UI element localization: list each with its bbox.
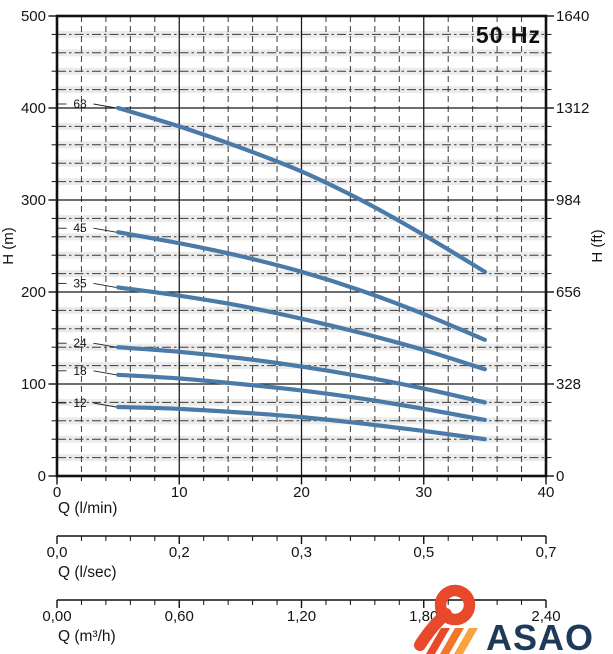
grid-minor <box>57 16 546 476</box>
curve-24 <box>116 345 487 405</box>
logo-swoosh-tail <box>414 608 452 651</box>
svg-text:24: 24 <box>73 336 87 350</box>
svg-text:500: 500 <box>21 8 46 25</box>
svg-text:0,3: 0,3 <box>291 544 312 561</box>
svg-text:40: 40 <box>538 484 555 501</box>
svg-text:200: 200 <box>21 284 46 301</box>
svg-text:20: 20 <box>293 484 310 501</box>
svg-text:0,2: 0,2 <box>169 544 190 561</box>
axes-and-ticks <box>48 14 554 485</box>
svg-text:1312: 1312 <box>556 100 589 117</box>
svg-text:1,20: 1,20 <box>287 608 316 625</box>
logo-stripe-1 <box>426 628 450 654</box>
svg-text:656: 656 <box>556 284 581 301</box>
svg-text:0: 0 <box>38 468 46 485</box>
svg-text:68: 68 <box>73 97 87 111</box>
brand-logo: ASAO <box>406 582 594 654</box>
svg-text:400: 400 <box>21 100 46 117</box>
svg-text:Q (l/sec): Q (l/sec) <box>58 564 117 581</box>
svg-text:10: 10 <box>171 484 188 501</box>
curve-12 <box>116 404 487 442</box>
asao-logo-icon <box>414 584 478 654</box>
curve-stage-labels: 68 45 35 24 18 12 <box>58 97 117 410</box>
logo-stripe-2 <box>440 628 464 654</box>
svg-text:300: 300 <box>21 192 46 209</box>
curve-45 <box>116 230 487 342</box>
svg-text:1640: 1640 <box>556 8 589 25</box>
svg-text:0: 0 <box>53 484 61 501</box>
svg-text:0,60: 0,60 <box>165 608 194 625</box>
curve-35 <box>116 285 487 372</box>
secondary-axis-1 <box>56 535 547 544</box>
svg-text:0,5: 0,5 <box>413 544 434 561</box>
svg-text:H (m): H (m) <box>0 227 17 265</box>
svg-text:H (ft): H (ft) <box>589 229 606 262</box>
curve-18 <box>116 372 487 422</box>
svg-text:18: 18 <box>73 364 87 378</box>
svg-text:Q (l/min): Q (l/min) <box>58 500 117 517</box>
frequency-label: 50 Hz <box>475 22 541 48</box>
svg-text:984: 984 <box>556 192 581 209</box>
grid-major <box>57 16 546 476</box>
curve-68 <box>116 105 487 274</box>
svg-text:328: 328 <box>556 376 581 393</box>
logo-stripe-3 <box>454 628 478 654</box>
svg-text:2,40: 2,40 <box>531 608 560 625</box>
svg-text:35: 35 <box>73 276 87 290</box>
svg-text:30: 30 <box>415 484 432 501</box>
svg-text:0,00: 0,00 <box>42 608 71 625</box>
svg-text:45: 45 <box>73 221 87 235</box>
svg-text:100: 100 <box>21 376 46 393</box>
svg-text:0,0: 0,0 <box>47 544 68 561</box>
svg-text:0: 0 <box>556 468 564 485</box>
svg-text:12: 12 <box>73 396 87 410</box>
svg-text:Q (m³/h): Q (m³/h) <box>58 628 116 645</box>
asao-logo-text: ASAO <box>486 617 595 654</box>
svg-text:0,7: 0,7 <box>536 544 557 561</box>
logo-swoosh-head <box>434 584 476 626</box>
pump-curves <box>116 105 487 442</box>
